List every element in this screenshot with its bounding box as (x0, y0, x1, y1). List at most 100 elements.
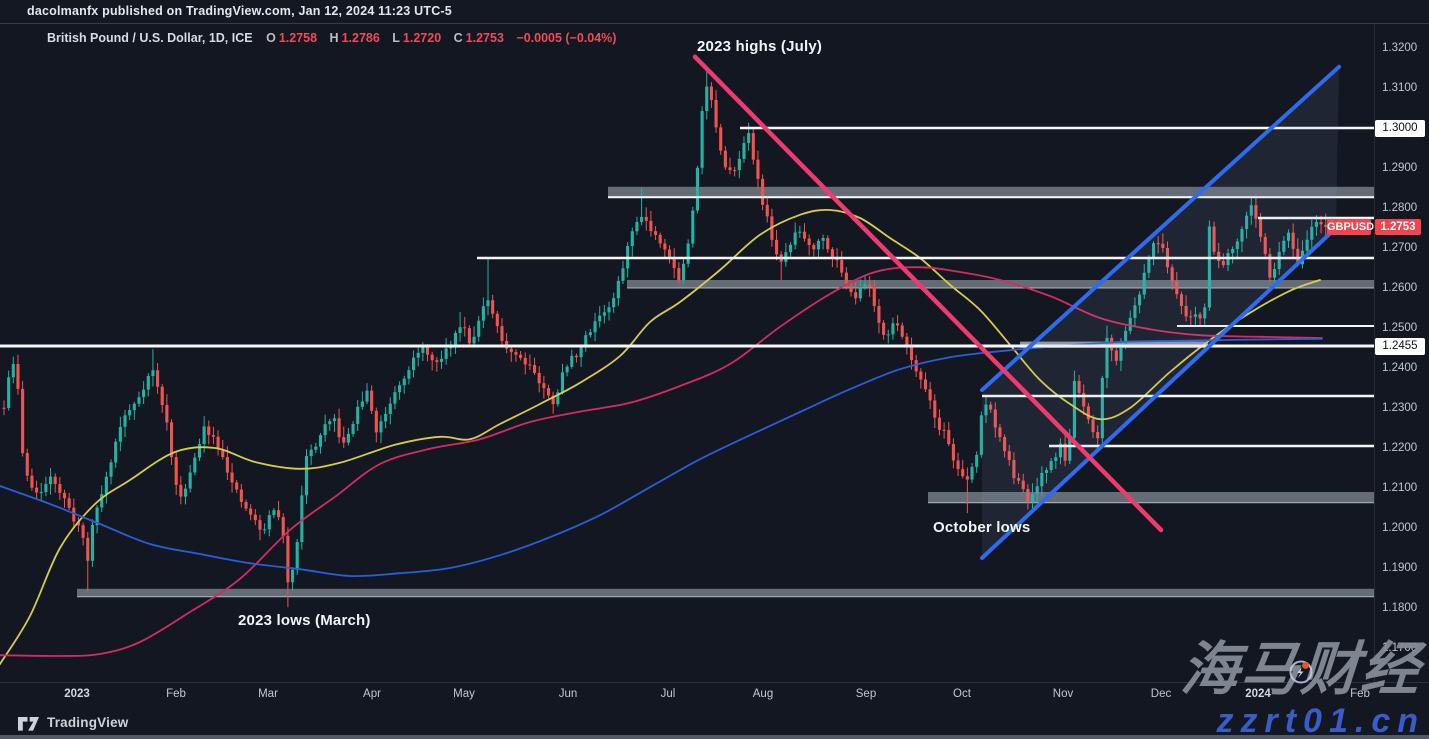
candle-body (602, 312, 606, 316)
candle-body (365, 390, 369, 402)
price-tick: 1.1700 (1382, 642, 1418, 654)
candle-body (221, 449, 225, 458)
candle-body (132, 403, 136, 411)
candle-body (1282, 240, 1286, 252)
candle-body (314, 446, 318, 450)
candle-body (1245, 215, 1249, 230)
candle-body (747, 133, 751, 143)
candle-body (53, 476, 57, 485)
channel-upper-line[interactable] (980, 64, 1341, 392)
candle-body (672, 256, 676, 269)
candle-body (374, 410, 378, 433)
time-tick: 2024 (1245, 688, 1271, 700)
candle-body (788, 244, 793, 253)
channel-lower-line[interactable] (980, 226, 1338, 560)
candle-body (295, 541, 299, 570)
candle-body (896, 323, 900, 326)
candle-body (463, 327, 467, 329)
candle-body (1193, 314, 1197, 317)
candle-body (393, 392, 397, 404)
candle-body (90, 525, 94, 561)
candle-body (612, 298, 616, 308)
candle-body (1128, 317, 1132, 331)
price-level-box: 1.3000 (1375, 119, 1425, 137)
time-tick: 2023 (64, 688, 90, 700)
candle-body (398, 385, 402, 393)
candle-body (453, 332, 457, 346)
candle-body (1240, 229, 1244, 242)
candle-body (970, 466, 974, 480)
candle-body (909, 347, 914, 361)
tradingview-logo[interactable]: TradingView (17, 714, 128, 731)
channel-fill (982, 66, 1339, 559)
candle-body (263, 529, 267, 531)
candle-body (528, 364, 532, 366)
candle-body (649, 220, 653, 232)
price-axis[interactable]: 1.3200 1.3100 1.3000 1.2900 1.2800 1.2700 1.26… (1374, 23, 1429, 682)
watermark-site: zzrt01.cn (1216, 702, 1425, 739)
candle-body (183, 488, 188, 497)
price-tick: 1.1800 (1382, 602, 1418, 614)
candle-body (514, 352, 518, 355)
candle-body (807, 238, 811, 245)
candle-body (1305, 239, 1309, 251)
candle-body (1189, 316, 1193, 318)
candle-body (849, 286, 853, 293)
downtrend-line[interactable] (692, 54, 1164, 533)
candle-body (67, 498, 71, 508)
candle-body (993, 409, 997, 428)
time-axis[interactable]: 2023 Feb Mar Apr May Jun Jul Aug Sep Oct Nov Dec 202… (0, 682, 1429, 708)
candle-body (1040, 472, 1044, 487)
candle-body (72, 507, 76, 522)
candle-body (598, 315, 602, 322)
candle-body (1272, 269, 1277, 278)
candle-body (882, 322, 886, 335)
candle-body (905, 336, 909, 348)
candle-body (751, 133, 755, 160)
candle-body (1142, 272, 1146, 295)
candle-body (304, 456, 309, 496)
candle-body (174, 457, 178, 485)
candle-body (914, 360, 918, 372)
candle-body (35, 487, 39, 493)
candle-body (975, 454, 979, 467)
candle-body (30, 475, 34, 488)
candle-body (728, 167, 732, 171)
time-tick: Oct (953, 688, 971, 700)
candle-body (165, 405, 169, 423)
price-tick: 1.2800 (1382, 202, 1418, 214)
candle-body (346, 433, 350, 443)
symbol-price-badge: GBPUSD (1327, 218, 1375, 235)
candle-body (207, 426, 211, 435)
candle-body (761, 178, 765, 205)
candle-body (523, 357, 527, 365)
candle-body (1296, 248, 1300, 265)
time-tick: Apr (363, 688, 381, 700)
candle-body (695, 167, 699, 211)
candle-body (737, 158, 741, 171)
candle-body (16, 364, 20, 389)
candle-body (1207, 226, 1211, 308)
price-tick: 1.2700 (1382, 242, 1418, 254)
candle-body (1156, 243, 1160, 245)
candle-body (1231, 249, 1235, 254)
symbol-legend[interactable]: British Pound / U.S. Dollar, 1D, ICE O 1.… (47, 31, 619, 45)
candle-body (1235, 241, 1239, 250)
candle-body (123, 415, 127, 427)
time-tick: Feb (166, 688, 186, 700)
candle-body (370, 390, 374, 411)
candle-body (137, 397, 141, 404)
candle-body (570, 355, 574, 367)
candle-body (826, 238, 830, 250)
candle-body (407, 370, 411, 379)
time-tick: Sep (855, 688, 877, 700)
last-price-label: 1.2753 (1375, 218, 1421, 235)
candle-body (1044, 470, 1049, 473)
candle-body (1091, 419, 1095, 433)
candle-body (1249, 205, 1253, 216)
price-tick: 1.2200 (1382, 442, 1418, 454)
candle-body (998, 427, 1002, 438)
supply-demand-zone (1020, 341, 1208, 348)
